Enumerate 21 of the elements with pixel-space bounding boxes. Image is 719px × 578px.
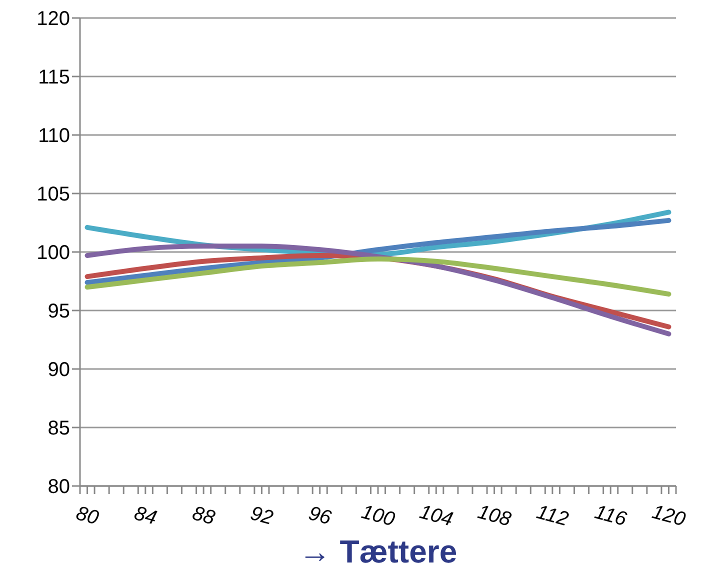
x-axis-title: → Tættere bbox=[298, 534, 458, 570]
x-tick-label: 96 bbox=[306, 502, 334, 530]
x-tick-label: 104 bbox=[417, 501, 456, 531]
x-tick-label: 108 bbox=[475, 501, 514, 531]
x-tick-label: 112 bbox=[534, 501, 571, 531]
x-tick-label: 120 bbox=[650, 501, 688, 531]
x-tick-label: 88 bbox=[190, 502, 218, 530]
y-tick-label: 80 bbox=[48, 476, 70, 498]
y-tick-label: 95 bbox=[48, 300, 70, 323]
y-tick-label: 105 bbox=[36, 184, 70, 206]
y-tick-label: 120 bbox=[36, 8, 70, 30]
y-tick-label: 110 bbox=[38, 125, 70, 148]
y-tick-label: 115 bbox=[38, 66, 70, 89]
y-tick-label: 85 bbox=[48, 418, 70, 440]
x-tick-label: 92 bbox=[248, 502, 276, 530]
x-tick-label: 100 bbox=[359, 501, 397, 531]
x-tick-label: 116 bbox=[592, 501, 630, 531]
y-tick-label: 90 bbox=[48, 359, 70, 382]
x-tick-label: 80 bbox=[74, 502, 101, 530]
x-tick-label: 84 bbox=[132, 502, 160, 530]
y-tick-label: 100 bbox=[36, 242, 70, 264]
